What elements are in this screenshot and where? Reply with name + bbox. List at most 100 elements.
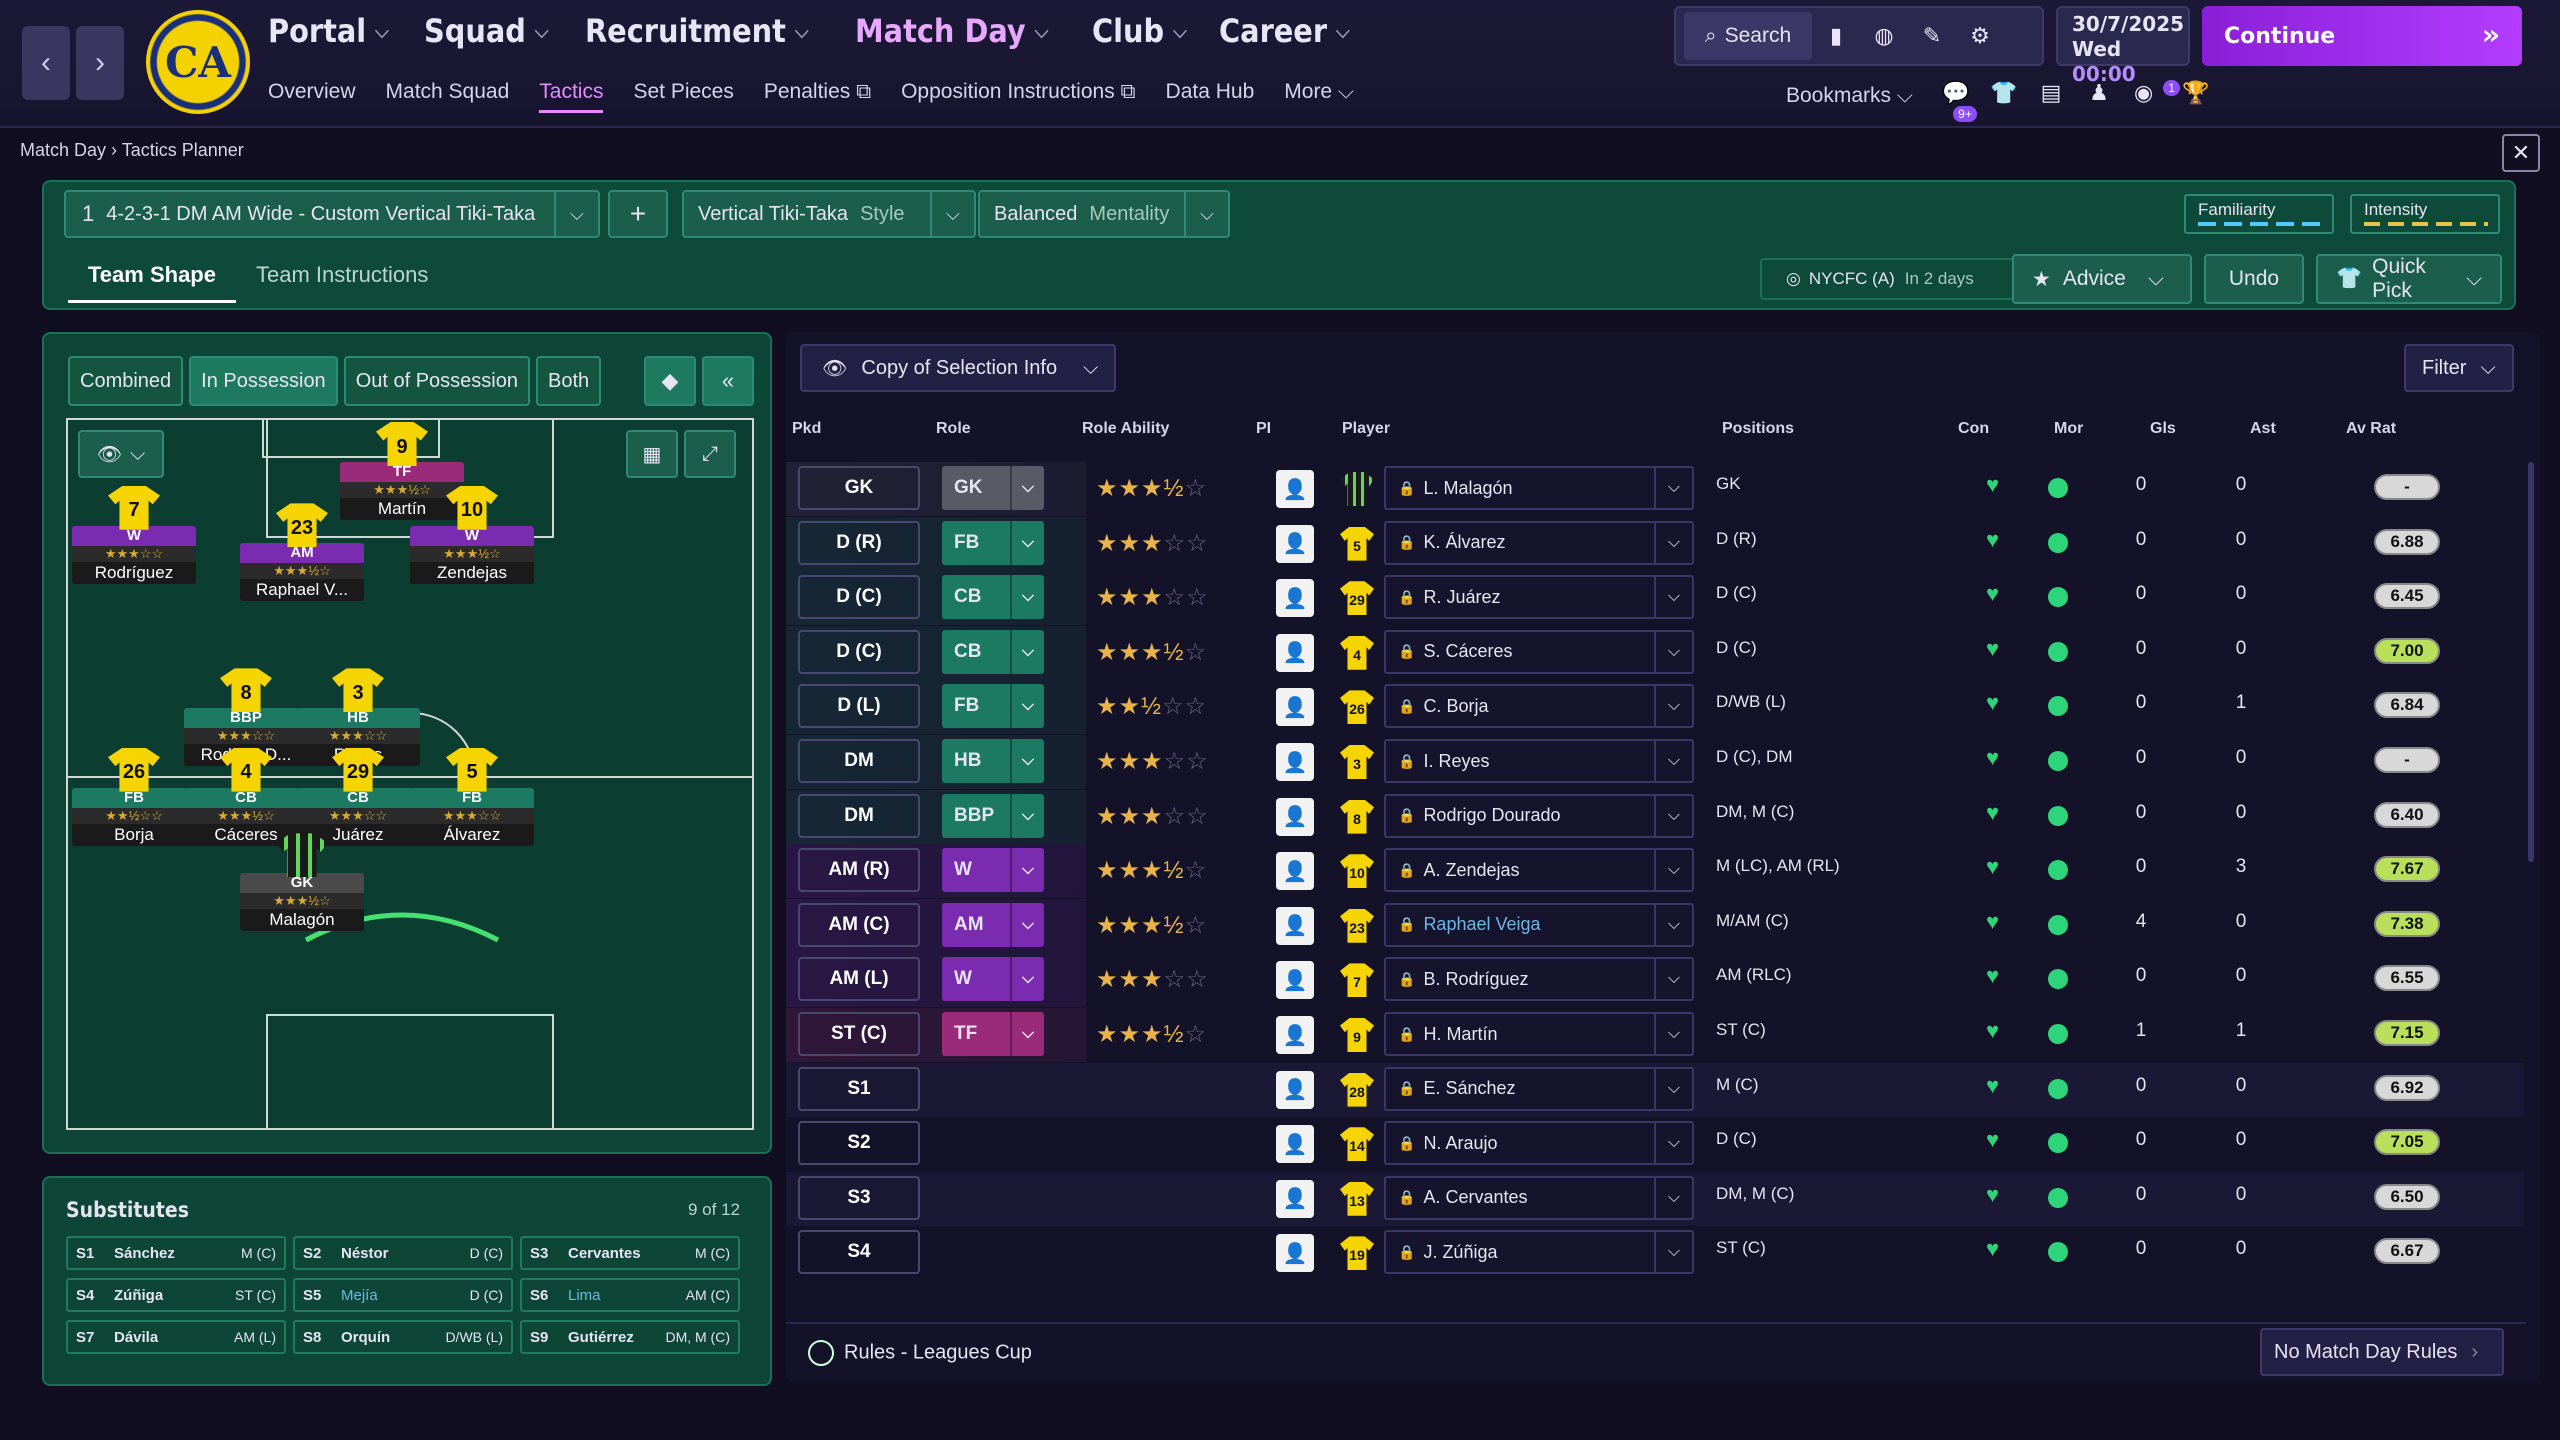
- table-row[interactable]: S4 👤 19 🔒 J. Zúñiga ⌵ ST (C) ♥ 0 0 6.67: [786, 1226, 2524, 1280]
- header-gls[interactable]: Gls: [2150, 420, 2176, 437]
- pkd-position[interactable]: D (R): [798, 520, 920, 565]
- player-select[interactable]: 🔒 I. Reyes ⌵: [1384, 739, 1694, 783]
- subnav-data-hub[interactable]: Data Hub: [1165, 80, 1255, 103]
- search-button[interactable]: ⌕ Search: [1684, 12, 1812, 60]
- role-select[interactable]: HB ⌵: [942, 739, 1044, 783]
- advice-button[interactable]: ★ Advice ⌵: [2012, 254, 2192, 304]
- subnav-penalties[interactable]: Penalties ⧉: [764, 80, 871, 113]
- pitch-player[interactable]: 26 FB ★★½☆☆ Borja: [72, 747, 196, 846]
- pitch-player[interactable]: 29 CB ★★★☆☆ Juárez: [296, 747, 420, 846]
- pkd-position[interactable]: D (L): [798, 684, 920, 729]
- role-select[interactable]: W ⌵: [942, 957, 1044, 1002]
- tactic-select[interactable]: 1 4-2-3-1 DM AM Wide - Custom Vertical T…: [64, 190, 600, 238]
- expand-icon[interactable]: ⤢: [684, 430, 736, 478]
- breadcrumb-match-day[interactable]: Match Day: [20, 140, 107, 160]
- club-crest[interactable]: CA: [146, 10, 250, 114]
- substitute-item[interactable]: S8 Orquín D/WB (L): [293, 1320, 513, 1354]
- subnav-tactics[interactable]: Tactics: [539, 80, 604, 113]
- substitute-item[interactable]: S7 Dávila AM (L): [66, 1320, 286, 1354]
- document-icon[interactable]: ▤: [2040, 80, 2062, 105]
- player-select[interactable]: 🔒 J. Zúñiga ⌵: [1384, 1230, 1694, 1275]
- pkd-position[interactable]: AM (R): [798, 848, 920, 893]
- subnav-more[interactable]: More ⌵: [1284, 80, 1354, 113]
- role-select[interactable]: BBP ⌵: [942, 793, 1044, 838]
- player-instructions-icon[interactable]: 👤: [1276, 688, 1314, 727]
- pkd-position[interactable]: D (C): [798, 575, 920, 620]
- inbox-icon[interactable]: 💬9+: [1942, 80, 1977, 132]
- player-instructions-icon[interactable]: 👤: [1276, 1070, 1314, 1109]
- player-select[interactable]: 🔒 Raphael Veiga ⌵: [1384, 902, 1694, 947]
- table-row[interactable]: GK GK ⌵ ★★★½☆ 👤 🔒 L. Malagón ⌵ GK ♥ 0 0 -: [786, 462, 2524, 516]
- role-select[interactable]: FB ⌵: [942, 684, 1044, 729]
- substitute-item[interactable]: S6 Lima AM (C): [520, 1278, 740, 1312]
- role-select[interactable]: FB ⌵: [942, 520, 1044, 565]
- ball-icon[interactable]: ◆: [644, 356, 696, 406]
- subnav-match-squad[interactable]: Match Squad: [385, 80, 510, 103]
- substitute-item[interactable]: S3 Cervantes M (C): [520, 1236, 740, 1270]
- pkd-position[interactable]: S2: [798, 1121, 920, 1166]
- view-select[interactable]: 👁 Copy of Selection Info ⌵: [800, 344, 1116, 392]
- news-icon[interactable]: ◉ 1: [2134, 80, 2180, 132]
- undo-button[interactable]: Undo: [2204, 254, 2304, 304]
- table-row[interactable]: S2 👤 14 🔒 N. Araujo ⌵ D (C) ♥ 0 0 7.05: [786, 1117, 2524, 1171]
- table-scrollbar[interactable]: [2528, 462, 2534, 862]
- nav-career[interactable]: Career ⌵: [1219, 12, 1350, 50]
- player-instructions-icon[interactable]: 👤: [1276, 1125, 1314, 1164]
- tab-team-instructions[interactable]: Team Instructions: [255, 262, 429, 287]
- visibility-toggle[interactable]: 👁 ⌵: [78, 430, 164, 478]
- substitute-item[interactable]: S4 Zúñiga ST (C): [66, 1278, 286, 1312]
- player-instructions-icon[interactable]: 👤: [1276, 1016, 1314, 1054]
- tab-in-possession[interactable]: In Possession: [189, 356, 338, 406]
- role-select[interactable]: GK ⌵: [942, 466, 1044, 510]
- player-instructions-icon[interactable]: 👤: [1276, 961, 1314, 1000]
- player-instructions-icon[interactable]: 👤: [1276, 852, 1314, 891]
- tab-team-shape[interactable]: Team Shape: [68, 256, 236, 303]
- table-row[interactable]: AM (R) W ⌵ ★★★½☆ 👤 10 🔒 A. Zendejas ⌵ M (LC), AM …: [786, 844, 2524, 899]
- header-player[interactable]: Player: [1342, 420, 1391, 437]
- player-select[interactable]: 🔒 B. Rodríguez ⌵: [1384, 957, 1694, 1002]
- pkd-position[interactable]: AM (L): [798, 957, 920, 1002]
- nav-club[interactable]: Club ⌵: [1092, 12, 1187, 50]
- player-instructions-icon[interactable]: 👤: [1276, 524, 1314, 563]
- rules-info[interactable]: Rules - Leagues Cup: [808, 1340, 1032, 1366]
- pkd-position[interactable]: AM (C): [798, 902, 920, 947]
- player-select[interactable]: 🔒 S. Cáceres ⌵: [1384, 629, 1694, 674]
- back-button[interactable]: ‹: [22, 26, 70, 100]
- add-tactic-button[interactable]: +: [608, 190, 668, 238]
- table-row[interactable]: D (R) FB ⌵ ★★★☆☆ 👤 5 🔒 K. Álvarez ⌵ D (R) ♥ 0 0 6.88: [786, 516, 2524, 571]
- close-button[interactable]: ✕: [2502, 134, 2540, 172]
- trophy-icon[interactable]: 🏆: [2182, 80, 2210, 105]
- player-select[interactable]: 🔒 A. Zendejas ⌵: [1384, 848, 1694, 893]
- gear-icon[interactable]: ⚙: [1970, 23, 1990, 48]
- globe-icon[interactable]: ◍: [1874, 23, 1894, 48]
- forward-button[interactable]: ›: [76, 26, 124, 100]
- player-select[interactable]: 🔒 H. Martín ⌵: [1384, 1012, 1694, 1056]
- role-select[interactable]: AM ⌵: [942, 902, 1044, 947]
- pkd-position[interactable]: S4: [798, 1230, 920, 1275]
- pitch-player[interactable]: 23 AM ★★★½☆ Raphael V...: [240, 503, 364, 602]
- pitch-player[interactable]: 9 TF ★★★½☆ Martín: [340, 422, 464, 520]
- shirt-icon[interactable]: 👕: [1990, 80, 2018, 105]
- pitch-player[interactable]: 5 FB ★★★☆☆ Álvarez: [410, 747, 534, 846]
- player-instructions-icon[interactable]: 👤: [1276, 1234, 1314, 1273]
- table-row[interactable]: S1 👤 28 🔒 E. Sánchez ⌵ M (C) ♥ 0 0 6.92: [786, 1062, 2524, 1117]
- pkd-position[interactable]: D (C): [798, 629, 920, 674]
- header-av-rat[interactable]: Av Rat: [2346, 420, 2397, 437]
- intensity-meter[interactable]: Intensity: [2350, 194, 2500, 234]
- header-ast[interactable]: Ast: [2250, 420, 2276, 437]
- pkd-position[interactable]: ST (C): [798, 1012, 920, 1056]
- header-pkd[interactable]: Pkd: [792, 420, 822, 437]
- substitute-item[interactable]: S9 Gutiérrez DM, M (C): [520, 1320, 740, 1354]
- collapse-icon[interactable]: «: [702, 356, 754, 406]
- pencil-icon[interactable]: ✎: [1922, 23, 1942, 48]
- role-select[interactable]: CB ⌵: [942, 629, 1044, 674]
- player-select[interactable]: 🔒 R. Juárez ⌵: [1384, 575, 1694, 620]
- table-row[interactable]: DM BBP ⌵ ★★★☆☆ 👤 8 🔒 Rodrigo Dourado ⌵ DM, M (C) ♥…: [786, 789, 2524, 844]
- tab-combined[interactable]: Combined: [68, 356, 184, 406]
- pitch-player[interactable]: 7 W ★★★☆☆ Rodríguez: [72, 485, 196, 584]
- header-mor[interactable]: Mor: [2054, 420, 2084, 437]
- subnav-opposition-instructions[interactable]: Opposition Instructions ⧉: [901, 80, 1135, 113]
- table-row[interactable]: AM (L) W ⌵ ★★★☆☆ 👤 7 🔒 B. Rodríguez ⌵ AM (RLC) ♥ 0 0…: [786, 953, 2524, 1008]
- mentality-select[interactable]: Balanced Mentality ⌵: [978, 190, 1230, 238]
- table-row[interactable]: S3 👤 13 🔒 A. Cervantes ⌵ DM, M (C) ♥ 0 0 6.50: [786, 1171, 2524, 1226]
